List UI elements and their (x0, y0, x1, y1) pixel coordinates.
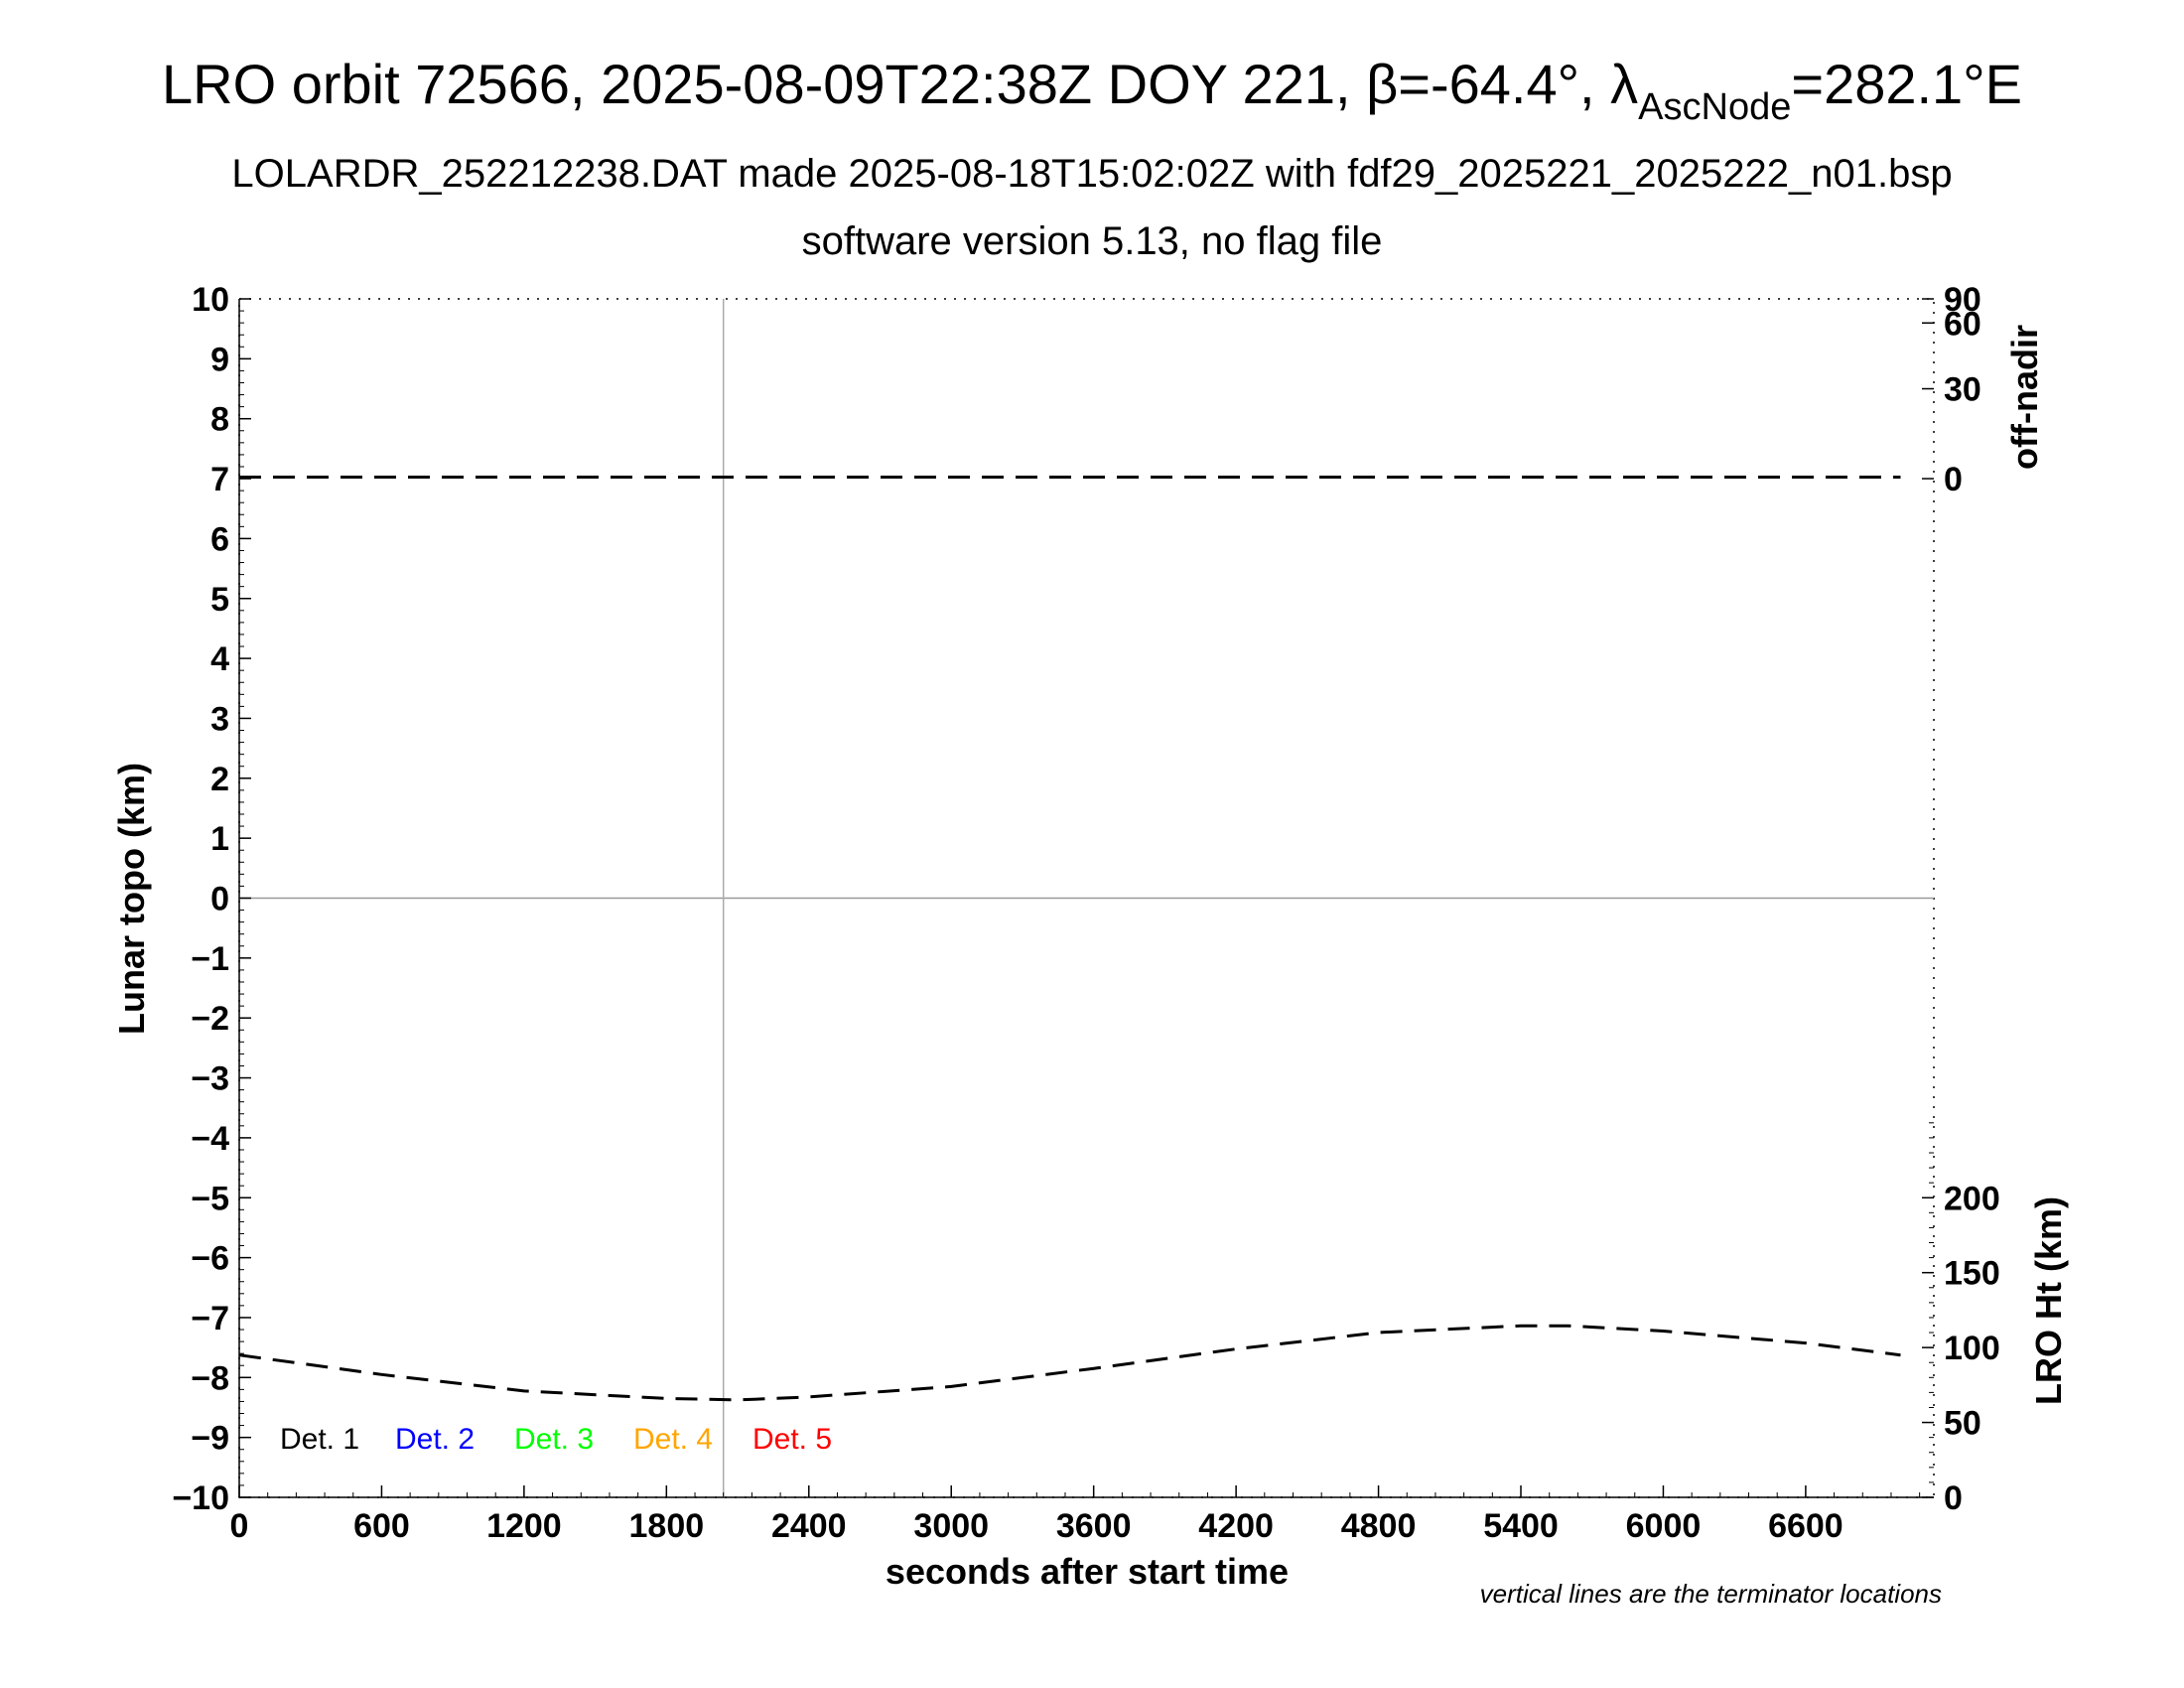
x-tick-label: 600 (353, 1507, 410, 1545)
y-tick-label-left: −4 (191, 1120, 229, 1158)
y-tick-label-left: −8 (191, 1359, 229, 1397)
chart-title: LRO orbit 72566, 2025-08-09T22:38Z DOY 2… (162, 53, 2022, 128)
y-tick-label-right-top: 0 (1944, 461, 1963, 498)
y-tick-label-left: −10 (172, 1479, 229, 1517)
y-tick-label-left: −3 (191, 1060, 229, 1098)
y-tick-label-right-top: 30 (1944, 371, 1981, 409)
x-tick-label: 3600 (1056, 1507, 1132, 1545)
x-tick-label: 4800 (1341, 1507, 1417, 1545)
y-tick-label-left: 1 (210, 820, 229, 858)
x-tick-label: 3000 (913, 1507, 989, 1545)
y-tick-label-left: 4 (210, 640, 229, 678)
x-tick-label: 2400 (771, 1507, 847, 1545)
chart-title-subscript: AscNode (1638, 86, 1791, 128)
series-layer (238, 476, 1901, 1402)
y-axis-title-left: Lunar topo (km) (111, 763, 152, 1035)
y-tick-label-left: 5 (210, 581, 229, 619)
chart-title-suffix: =282.1°E (1791, 53, 2022, 115)
y-tick-label-left: −7 (191, 1300, 229, 1337)
x-tick-label: 0 (230, 1507, 249, 1545)
y-tick-label-left: −1 (191, 940, 229, 978)
legend-item: Det. 5 (752, 1423, 832, 1456)
y-tick-label-left: 3 (210, 700, 229, 738)
x-tick-label: 1800 (629, 1507, 705, 1545)
chart-title-main: LRO orbit 72566, 2025-08-09T22:38Z DOY 2… (162, 53, 1638, 115)
y-tick-label-right-bottom: 200 (1944, 1180, 2000, 1217)
lro-height-series-line (238, 1324, 1901, 1402)
x-axis-title: seconds after start time (886, 1551, 1289, 1592)
x-tick-label: 6000 (1626, 1507, 1702, 1545)
y-tick-label-left: −9 (191, 1420, 229, 1458)
y-tick-label-left: 6 (210, 520, 229, 558)
x-tick-label: 5400 (1483, 1507, 1559, 1545)
y-tick-label-left: −6 (191, 1240, 229, 1278)
legend-item: Det. 4 (633, 1423, 713, 1456)
y-tick-label-left: −2 (191, 1000, 229, 1038)
y-tick-label-left: 2 (210, 761, 229, 798)
legend: Det. 1 Det. 2 Det. 3 Det. 4 Det. 5 (280, 1423, 832, 1456)
y-axis-title-right-top: off-nadir (2004, 325, 2045, 470)
y-tick-label-right-bottom: 100 (1944, 1330, 2000, 1367)
chart-subtitle-2: software version 5.13, no flag file (802, 219, 1383, 263)
y-tick-label-left: 7 (210, 461, 229, 498)
footnote: vertical lines are the terminator locati… (1480, 1579, 1942, 1609)
x-tick-label: 6600 (1768, 1507, 1843, 1545)
y-tick-label-left: 8 (210, 401, 229, 439)
x-tick-label: 1200 (486, 1507, 562, 1545)
y-tick-label-left: −5 (191, 1180, 229, 1217)
y-tick-label-right-bottom: 150 (1944, 1255, 2000, 1293)
legend-item: Det. 2 (395, 1423, 475, 1456)
y-tick-label-left: 10 (192, 281, 229, 319)
y-tick-label-left: 9 (210, 341, 229, 378)
y-axis-title-right-bottom: LRO Ht (km) (2028, 1196, 2069, 1405)
y-tick-label-left: 0 (210, 881, 229, 918)
y-tick-label-right-bottom: 50 (1944, 1405, 1981, 1443)
y-tick-label-right-bottom: 0 (1944, 1479, 1963, 1517)
x-tick-label: 4200 (1198, 1507, 1274, 1545)
chart-subtitle-1: LOLARDR_252212238.DAT made 2025-08-18T15… (231, 152, 1952, 196)
legend-item: Det. 3 (514, 1423, 594, 1456)
y-tick-label-right-top: 90 (1944, 281, 1981, 319)
legend-item: Det. 1 (280, 1423, 359, 1456)
y-tick-label-right-top: 60 (1944, 305, 1981, 343)
grid-layer (239, 299, 1934, 1497)
